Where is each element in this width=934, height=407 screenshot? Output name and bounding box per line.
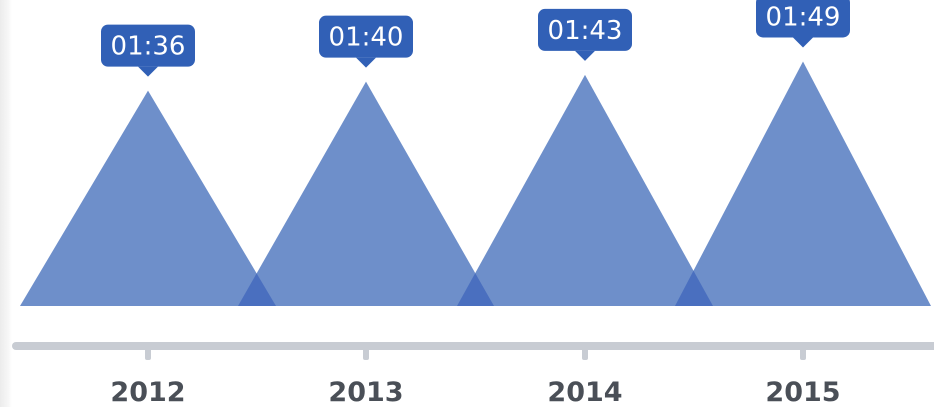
overlap-mark-2 xyxy=(457,273,494,306)
left-edge-shadow xyxy=(0,0,12,407)
tick-labels: 2012 2013 2014 2015 xyxy=(110,377,840,407)
triangle-mark-2014 xyxy=(457,74,713,306)
value-label-2013: 01:40 xyxy=(329,23,404,53)
x-tick-2012 xyxy=(145,346,151,360)
x-axis xyxy=(12,342,934,360)
value-badge-2014: 01:43 xyxy=(538,8,632,61)
overlap-mark-1 xyxy=(238,273,276,306)
value-badge-2015: 01:49 xyxy=(756,0,850,48)
value-badges: 01:36 01:40 01:43 01:49 xyxy=(101,0,850,77)
triangle-mark-2012 xyxy=(20,90,276,306)
value-badge-2013: 01:40 xyxy=(319,15,413,68)
chart-overlaps xyxy=(238,270,713,306)
value-label-2015: 01:49 xyxy=(766,2,841,32)
x-tick-label-2012: 2012 xyxy=(110,377,185,407)
x-tick-2014 xyxy=(582,346,588,360)
x-tick-label-2014: 2014 xyxy=(547,377,622,407)
triangle-mark-2015 xyxy=(675,61,931,306)
x-tick-2013 xyxy=(363,346,369,360)
x-tick-2015 xyxy=(800,346,806,360)
triangle-mark-2013 xyxy=(238,81,494,306)
chart-marks xyxy=(20,61,931,306)
value-label-2014: 01:43 xyxy=(548,16,623,46)
x-tick-label-2015: 2015 xyxy=(765,377,840,407)
value-badge-2012: 01:36 xyxy=(101,24,195,77)
value-label-2012: 01:36 xyxy=(111,32,186,62)
overlap-mark-3 xyxy=(675,270,713,306)
x-tick-label-2013: 2013 xyxy=(328,377,403,407)
